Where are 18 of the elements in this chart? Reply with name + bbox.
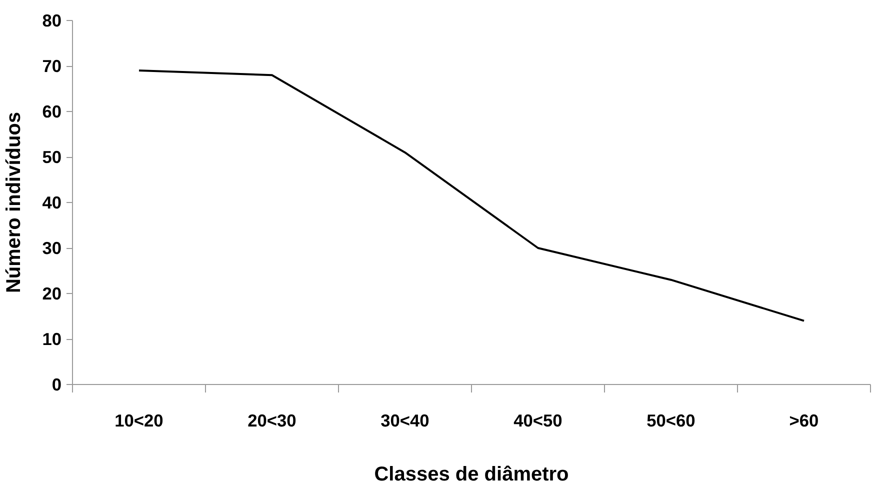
- y-tick-label: 30: [42, 238, 62, 258]
- y-tick-label: 0: [52, 374, 62, 394]
- x-tick-label: 30<40: [380, 410, 430, 430]
- y-tick-label: 20: [42, 284, 62, 304]
- x-tick-label: 50<60: [646, 410, 696, 430]
- x-tick-label: 40<50: [514, 410, 562, 430]
- y-tick-label: 10: [42, 329, 62, 349]
- y-tick-label: 60: [42, 102, 62, 122]
- y-tick-label: 80: [42, 10, 62, 30]
- y-tick-label: 70: [42, 56, 62, 76]
- x-tick-label: 20<30: [248, 410, 296, 430]
- line-series: [138, 70, 805, 322]
- x-axis-title: Classes de diâmetro: [374, 464, 569, 486]
- y-tick-label: 40: [42, 192, 62, 212]
- y-tick-label: 50: [42, 147, 62, 167]
- x-tick-label: 10<20: [114, 410, 164, 430]
- x-tick-label: >60: [789, 410, 819, 430]
- y-axis-title: Número indivíduos: [3, 112, 26, 294]
